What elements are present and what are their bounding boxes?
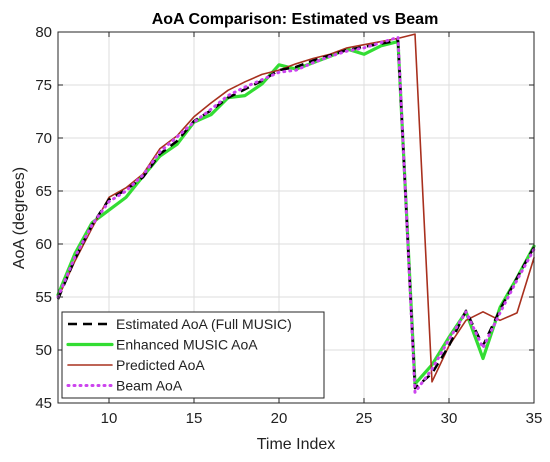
y-axis-label: AoA (degrees) bbox=[11, 167, 28, 269]
legend-label-3: Beam AoA bbox=[116, 378, 183, 394]
x-tick-label: 10 bbox=[101, 410, 118, 427]
series-line-0 bbox=[56, 39, 536, 390]
x-tick-label: 30 bbox=[441, 410, 458, 427]
y-tick-label: 80 bbox=[35, 24, 52, 41]
x-axis-label: Time Index bbox=[257, 436, 336, 453]
x-tick-label: 35 bbox=[526, 410, 543, 427]
x-tick-label: 15 bbox=[186, 410, 203, 427]
x-tick-label: 20 bbox=[271, 410, 288, 427]
plot-frame bbox=[57, 31, 535, 404]
chart-title: AoA Comparison: Estimated vs Beam bbox=[152, 11, 439, 28]
y-tick-label: 60 bbox=[35, 236, 52, 253]
y-tick-label: 75 bbox=[35, 77, 52, 94]
series-layer bbox=[56, 33, 536, 394]
y-tick-label: 65 bbox=[35, 183, 52, 200]
legend-box bbox=[61, 311, 325, 399]
axis-ticks: 10 15 20 25 30 35 45 50 55 60 65 70 75 80 bbox=[35, 24, 542, 427]
x-tick-label: 25 bbox=[356, 410, 373, 427]
y-tick-label: 55 bbox=[35, 289, 52, 306]
legend-label-0: Estimated AoA (Full MUSIC) bbox=[116, 316, 292, 332]
y-tick-label: 45 bbox=[35, 395, 52, 412]
y-tick-label: 50 bbox=[35, 342, 52, 359]
legend-label-2: Predicted AoA bbox=[116, 357, 205, 373]
series-line-3 bbox=[56, 35, 536, 394]
legend-label-1: Enhanced MUSIC AoA bbox=[116, 337, 258, 353]
legend: Estimated AoA (Full MUSIC) Enhanced MUSIC… bbox=[61, 311, 325, 399]
y-tick-label: 70 bbox=[35, 130, 52, 147]
